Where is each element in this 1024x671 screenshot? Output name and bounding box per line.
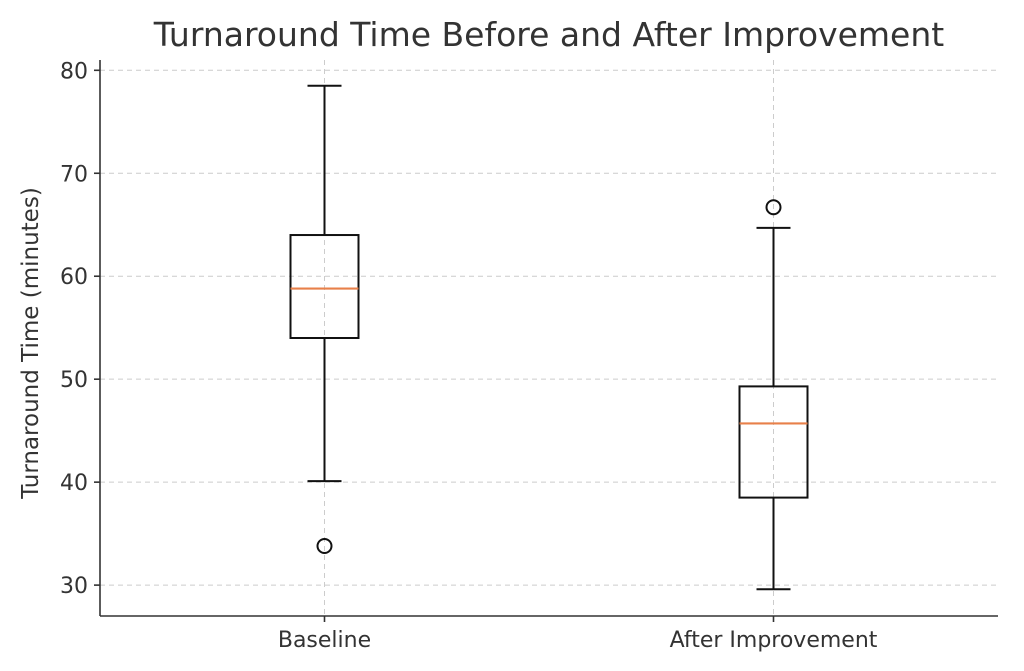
chart-title: Turnaround Time Before and After Improve… bbox=[153, 15, 944, 54]
y-tick-label: 30 bbox=[60, 574, 88, 599]
y-axis-label: Turnaround Time (minutes) bbox=[18, 187, 44, 500]
box-layer bbox=[289, 84, 809, 591]
y-tick-label: 40 bbox=[60, 471, 88, 496]
x-tick-label: Baseline bbox=[278, 628, 371, 653]
outlier-point bbox=[765, 199, 782, 216]
y-tick-label: 70 bbox=[60, 162, 88, 187]
iqr-box bbox=[289, 234, 360, 339]
iqr-box bbox=[738, 385, 809, 499]
y-tick-label: 60 bbox=[60, 265, 88, 290]
outlier-point bbox=[316, 537, 333, 554]
grid-layer bbox=[100, 60, 998, 616]
x-tick-label: After Improvement bbox=[670, 628, 878, 653]
axis-layer: 30 40 50 60 70 80 Baseline After Improvement bbox=[60, 59, 998, 653]
box-group-after-improvement bbox=[738, 199, 809, 591]
y-tick-label: 80 bbox=[60, 59, 88, 84]
box-group-baseline bbox=[289, 84, 360, 554]
y-tick-label: 50 bbox=[60, 368, 88, 393]
